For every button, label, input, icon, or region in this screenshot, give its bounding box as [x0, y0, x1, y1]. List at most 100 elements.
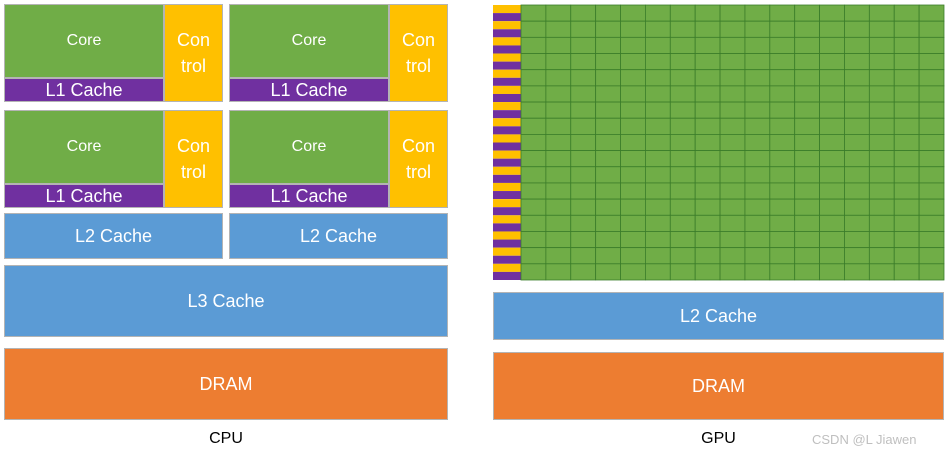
- gpu-core-cell: [595, 198, 621, 216]
- gpu-core-cell: [819, 231, 845, 249]
- gpu-core-cell: [645, 263, 671, 281]
- gpu-core-cell: [744, 20, 771, 38]
- gpu-core-cell: [620, 263, 646, 281]
- gpu-core-cell: [719, 85, 746, 103]
- gpu-core-cell: [893, 263, 920, 281]
- cpu-core-2: Core: [229, 4, 389, 78]
- gpu-core-cell: [893, 166, 920, 184]
- gpu-core-cell: [744, 231, 771, 249]
- gpu-core-cell: [545, 166, 572, 184]
- gpu-l1-stripe: [493, 239, 521, 248]
- gpu-core-cell: [545, 20, 572, 38]
- gpu-core-cell: [545, 198, 572, 216]
- gpu-core-cell: [844, 247, 870, 265]
- gpu-core-cell: [570, 20, 597, 38]
- gpu-core-cell: [620, 134, 646, 151]
- gpu-core-cell: [520, 214, 547, 232]
- gpu-core-cell: [694, 53, 721, 71]
- gpu-core-cell: [520, 198, 547, 216]
- gpu-core-cell: [794, 134, 820, 151]
- gpu-core-cell: [918, 263, 945, 281]
- gpu-core-cell: [868, 85, 895, 103]
- gpu-core-cell: [719, 53, 746, 71]
- gpu-core-cell: [918, 182, 945, 200]
- gpu-control-stripe: [493, 231, 521, 240]
- gpu-core-cell: [545, 247, 572, 265]
- cpu-l2-cache-right: L2 Cache: [229, 213, 448, 259]
- cpu-control-3: Con trol: [164, 110, 223, 208]
- gpu-l1-stripe: [493, 29, 521, 38]
- gpu-core-cell: [694, 214, 721, 232]
- gpu-l1-stripe: [493, 191, 521, 200]
- gpu-core-cell: [645, 166, 671, 184]
- gpu-core-cell: [694, 117, 721, 135]
- gpu-core-cell: [669, 134, 696, 151]
- gpu-core-cell: [868, 53, 895, 71]
- gpu-core-cell: [819, 214, 845, 232]
- gpu-core-cell: [620, 85, 646, 103]
- gpu-core-cell: [819, 263, 845, 281]
- gpu-core-cell: [769, 101, 796, 119]
- gpu-core-cell: [719, 20, 746, 38]
- gpu-core-cell: [645, 247, 671, 265]
- gpu-core-cell: [719, 182, 746, 200]
- cpu-control-1: Con trol: [164, 4, 223, 102]
- gpu-core-cell: [669, 182, 696, 200]
- gpu-core-cell: [520, 134, 547, 151]
- gpu-core-cell: [893, 53, 920, 71]
- gpu-l1-stripe: [493, 142, 521, 151]
- gpu-core-cell: [520, 182, 547, 200]
- gpu-core-cell: [844, 36, 870, 54]
- gpu-core-cell: [794, 231, 820, 249]
- gpu-core-cell: [694, 4, 721, 22]
- gpu-core-cell: [868, 134, 895, 151]
- gpu-core-cell: [719, 117, 746, 135]
- gpu-core-cell: [595, 166, 621, 184]
- gpu-core-cell: [620, 36, 646, 54]
- gpu-core-cell: [545, 36, 572, 54]
- gpu-core-cell: [819, 198, 845, 216]
- gpu-l1-stripe: [493, 13, 521, 22]
- gpu-core-cell: [719, 166, 746, 184]
- gpu-core-cell: [595, 85, 621, 103]
- gpu-core-cell: [844, 214, 870, 232]
- gpu-core-cell: [893, 150, 920, 168]
- gpu-core-cell: [769, 182, 796, 200]
- gpu-core-cell: [769, 150, 796, 168]
- gpu-core-cell: [645, 150, 671, 168]
- gpu-core-cell: [794, 198, 820, 216]
- gpu-core-cell: [570, 69, 597, 87]
- gpu-core-cell: [669, 85, 696, 103]
- gpu-core-cell: [844, 134, 870, 151]
- gpu-core-cell: [669, 247, 696, 265]
- gpu-core-cell: [844, 231, 870, 249]
- gpu-core-cell: [819, 166, 845, 184]
- gpu-core-cell: [819, 69, 845, 87]
- gpu-core-cell: [893, 134, 920, 151]
- gpu-core-cell: [794, 69, 820, 87]
- gpu-control-stripe: [493, 199, 521, 208]
- gpu-control-stripe: [493, 166, 521, 175]
- gpu-core-cell: [819, 182, 845, 200]
- cpu-control-4: Con trol: [389, 110, 448, 208]
- cpu-l1-cache-3: L1 Cache: [4, 184, 164, 208]
- gpu-core-cell: [719, 36, 746, 54]
- gpu-core-cell: [595, 263, 621, 281]
- gpu-core-cell: [819, 150, 845, 168]
- gpu-core-cell: [769, 198, 796, 216]
- gpu-core-cell: [595, 20, 621, 38]
- gpu-core-cell: [794, 247, 820, 265]
- gpu-core-cell: [545, 117, 572, 135]
- gpu-core-cell: [868, 166, 895, 184]
- gpu-core-cell: [620, 69, 646, 87]
- gpu-core-cell: [844, 117, 870, 135]
- gpu-core-cell: [893, 247, 920, 265]
- gpu-core-cell: [744, 247, 771, 265]
- gpu-core-cell: [744, 214, 771, 232]
- gpu-core-cell: [595, 247, 621, 265]
- gpu-core-cell: [719, 214, 746, 232]
- gpu-core-cell: [844, 69, 870, 87]
- gpu-core-cell: [545, 134, 572, 151]
- control-text-line2: trol: [405, 162, 431, 182]
